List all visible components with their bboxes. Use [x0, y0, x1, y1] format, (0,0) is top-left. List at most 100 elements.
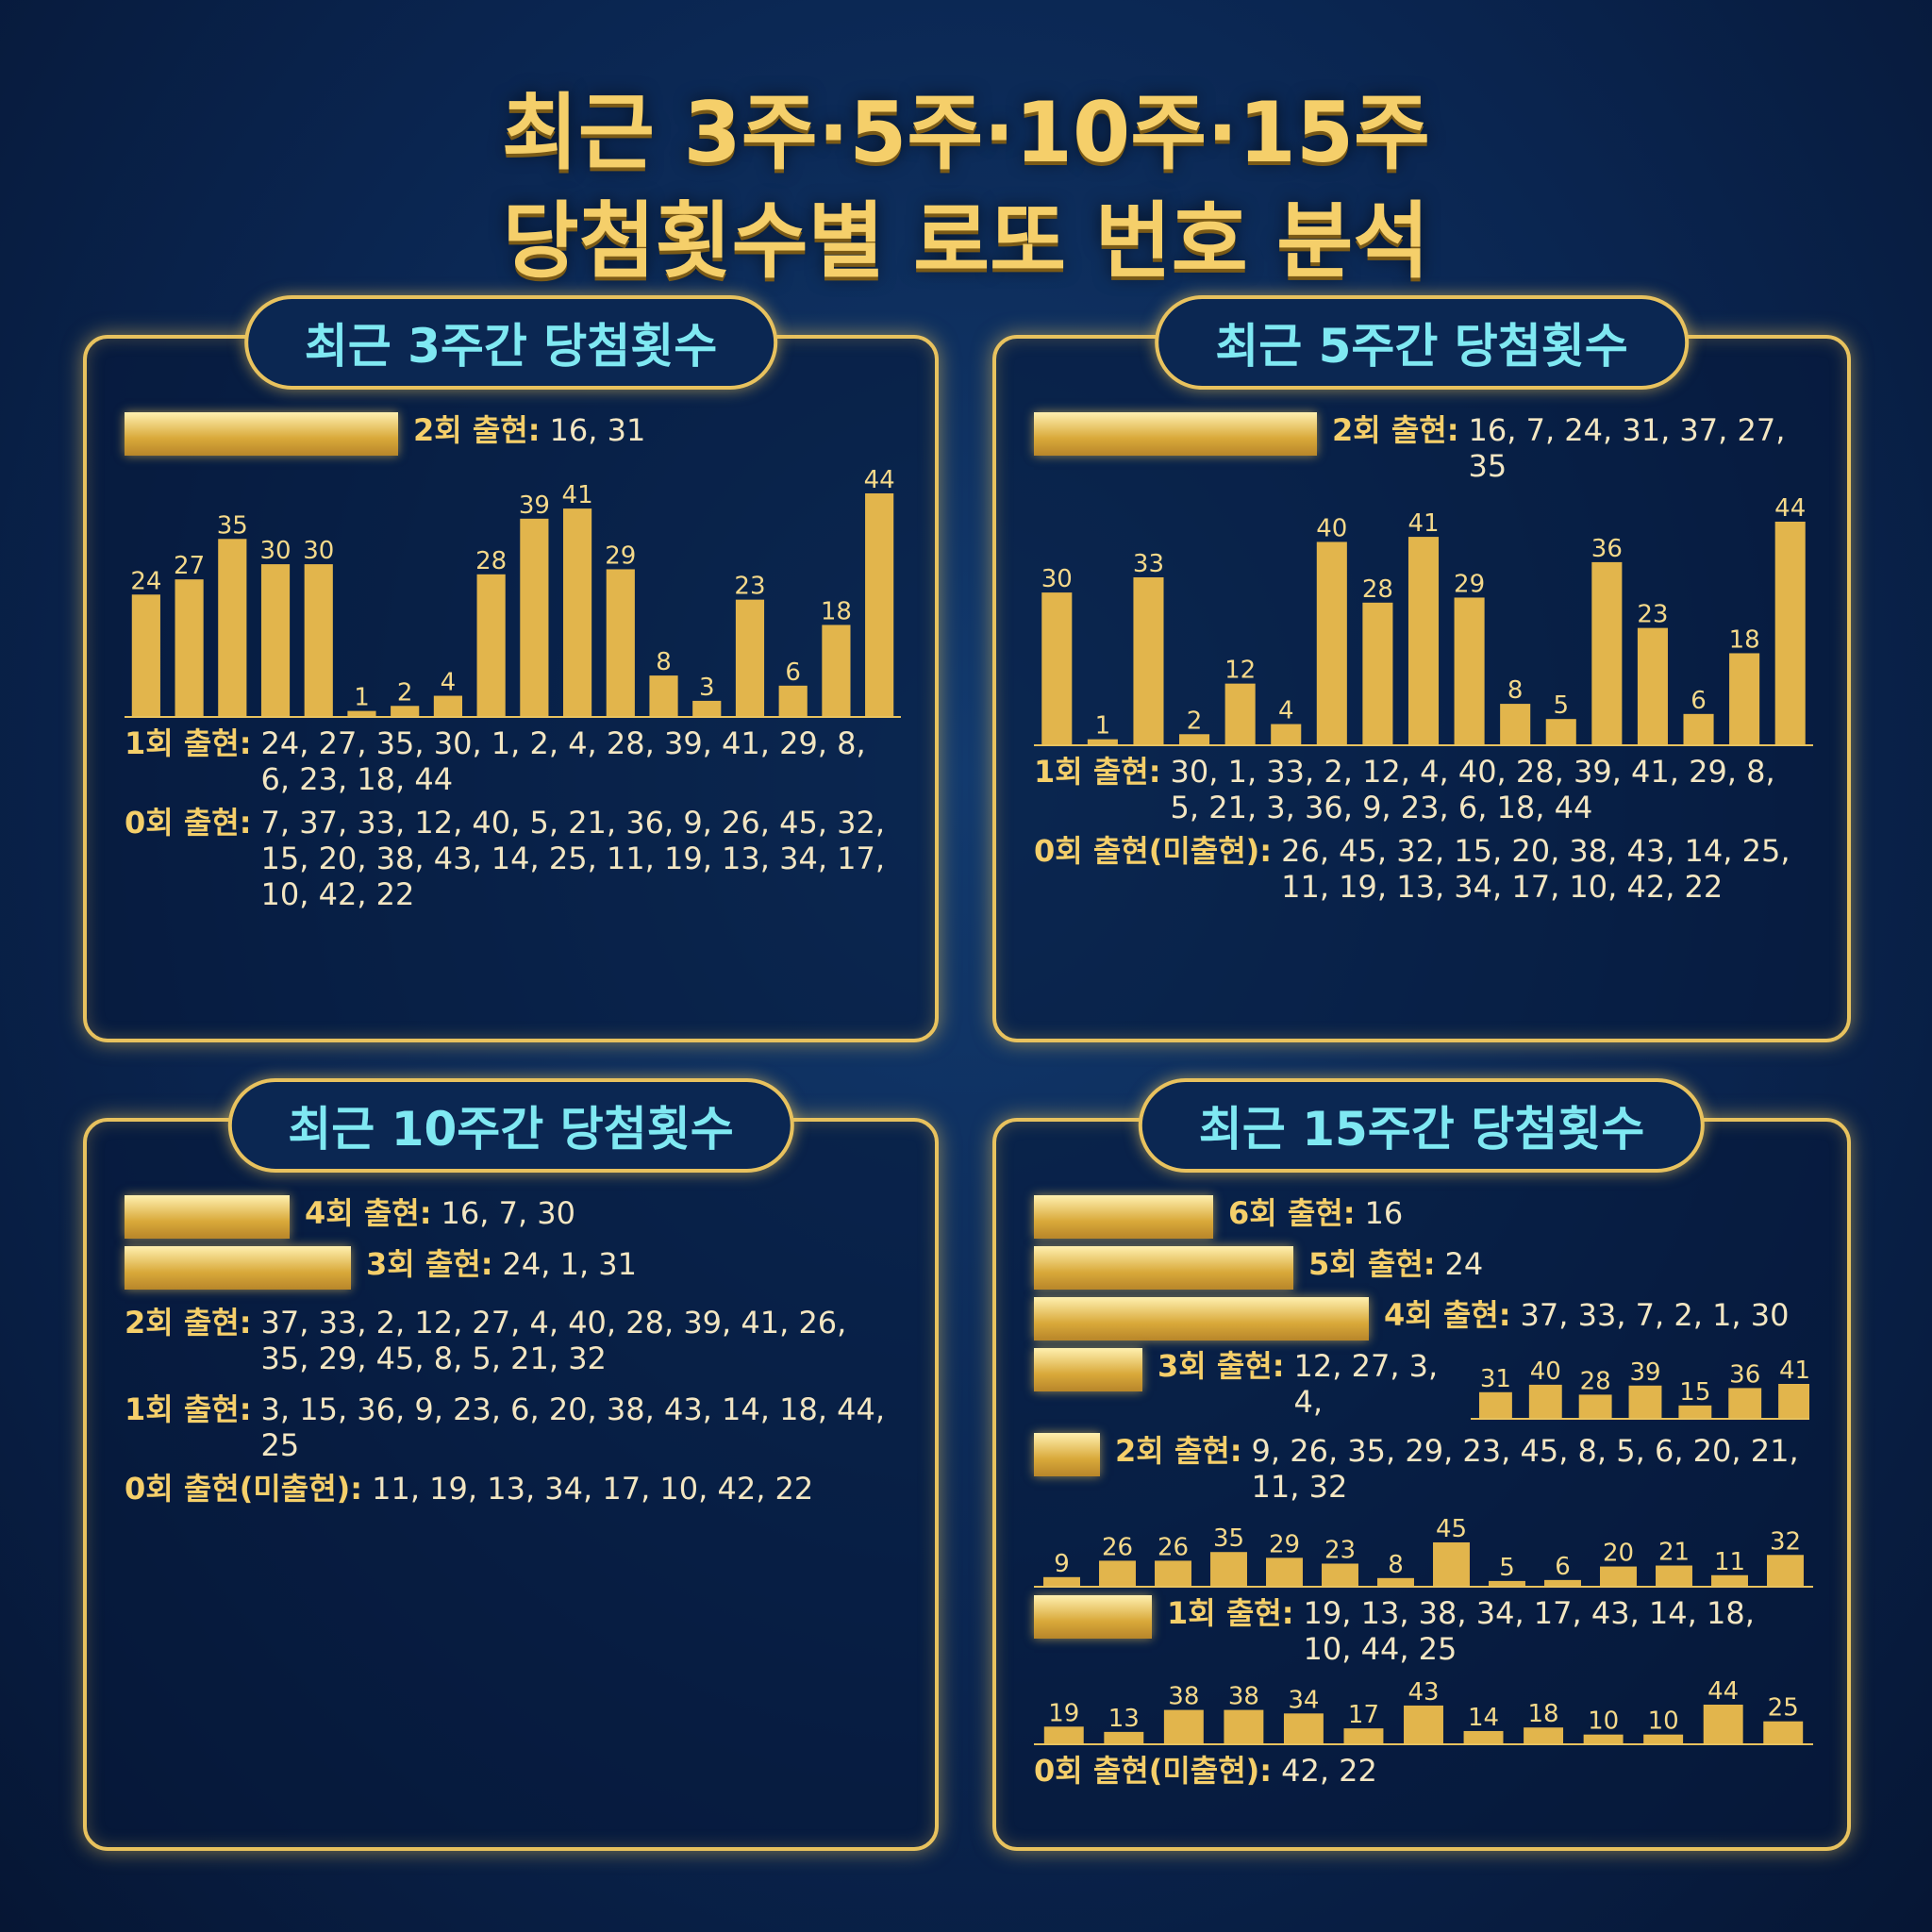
- bar-label: 40: [1530, 1357, 1561, 1386]
- count-label: 1회 출현:: [1167, 1595, 1294, 1631]
- bar-label: 26: [1102, 1533, 1133, 1561]
- count-row: 0회 출현(미출현): 26, 45, 32, 15, 20, 38, 43, 1…: [1034, 833, 1809, 905]
- bar: [1763, 1721, 1804, 1743]
- bar: [1683, 713, 1714, 744]
- bar: [735, 599, 765, 716]
- bar: [131, 594, 160, 716]
- bar-label: 34: [1288, 1686, 1319, 1714]
- bar: [175, 579, 204, 716]
- count-row: 1회 출현: 3, 15, 36, 9, 23, 6, 20, 38, 43, 1…: [125, 1391, 897, 1463]
- bar: [1322, 1563, 1358, 1586]
- numbers: 3, 15, 36, 9, 23, 6, 20, 38, 43, 14, 18,…: [260, 1391, 886, 1463]
- bar: [1179, 734, 1210, 744]
- bar-chart: 31 40 28 39 15 36 41: [1471, 1357, 1809, 1420]
- bar: [1500, 704, 1531, 744]
- bar-label: 17: [1348, 1701, 1379, 1729]
- bar: [1628, 1385, 1662, 1418]
- bar: [1728, 1388, 1762, 1418]
- bar-label: 29: [605, 541, 636, 570]
- bar-label: 1: [1095, 712, 1111, 741]
- bar: [1656, 1565, 1692, 1586]
- count-label: 3회 출현:: [1158, 1348, 1285, 1384]
- bar: [822, 625, 851, 716]
- count-label: 0회 출현:: [125, 805, 252, 841]
- bar: [1774, 522, 1806, 744]
- bar: [1489, 1580, 1525, 1586]
- bar-label: 8: [1388, 1551, 1404, 1579]
- bar: [1711, 1574, 1748, 1586]
- count-label: 0회 출현(미출현):: [125, 1471, 363, 1507]
- count-row: 1회 출현: 30, 1, 33, 2, 12, 4, 40, 28, 39, 4…: [1034, 754, 1809, 825]
- gold-bar: [1034, 1297, 1369, 1341]
- gold-bar: [125, 412, 398, 456]
- gold-bar: [1034, 1348, 1142, 1391]
- count-row: 0회 출현(미출현): 11, 19, 13, 34, 17, 10, 42, 2…: [125, 1471, 897, 1507]
- bar: [562, 508, 592, 716]
- count-row: 3회 출현: 24, 1, 31: [125, 1246, 897, 1290]
- bar: [1041, 592, 1073, 744]
- bar-label: 28: [1580, 1367, 1611, 1395]
- bar-label: 4: [441, 669, 457, 697]
- bar: [1454, 597, 1485, 744]
- count-row: 0회 출현(미출현): 42, 22: [1034, 1753, 1809, 1789]
- panel: 최근 5주간 당첨횟수 2회 출현: 16, 7, 24, 31, 37, 27, …: [992, 295, 1851, 1042]
- bar: [1133, 577, 1164, 744]
- bar-label: 2: [1187, 707, 1203, 735]
- bar-label: 19: [1048, 1699, 1079, 1727]
- bar: [1678, 1405, 1712, 1418]
- bar: [1099, 1560, 1136, 1586]
- bar: [1637, 627, 1668, 744]
- panel: 최근 3주간 당첨횟수 2회 출현: 16, 31 24 27 35 30 30 1 2 4 28 39…: [83, 295, 939, 1042]
- bar-label: 31: [1480, 1365, 1511, 1393]
- bar: [1591, 561, 1623, 744]
- count-row: 1회 출현: 19, 13, 38, 34, 17, 43, 14, 18, 10…: [1034, 1595, 1809, 1667]
- bar: [1377, 1577, 1414, 1586]
- gold-bar: [1034, 1433, 1100, 1476]
- bar-label: 2: [397, 678, 413, 707]
- count-row: 1회 출현: 24, 27, 35, 30, 1, 2, 4, 28, 39, 4…: [125, 725, 897, 797]
- bar-label: 36: [1591, 535, 1623, 563]
- count-label: 5회 출현:: [1308, 1246, 1436, 1282]
- bar: [1163, 1709, 1204, 1743]
- count-label: 2회 출현:: [1115, 1433, 1242, 1469]
- bar-label: 20: [1603, 1540, 1634, 1568]
- numbers: 26, 45, 32, 15, 20, 38, 43, 14, 25, 11, …: [1281, 833, 1790, 905]
- count-label: 2회 출현:: [413, 412, 541, 448]
- bar-label: 29: [1454, 570, 1485, 598]
- bar-label: 38: [1228, 1683, 1259, 1711]
- count-row: 2회 출현: 37, 33, 2, 12, 27, 4, 40, 28, 39, …: [125, 1305, 897, 1376]
- bar-label: 28: [1362, 575, 1393, 604]
- bar: [1266, 1557, 1303, 1586]
- gold-bar: [1034, 1195, 1213, 1239]
- bar-label: 23: [1324, 1536, 1356, 1564]
- count-label: 1회 출현:: [125, 725, 252, 761]
- count-label: 3회 출현:: [366, 1246, 493, 1282]
- bar-label: 36: [1729, 1360, 1760, 1389]
- numbers: 37, 33, 2, 12, 27, 4, 40, 28, 39, 41, 26…: [260, 1305, 847, 1376]
- bar-label: 41: [1407, 509, 1439, 538]
- gold-bar: [125, 1195, 290, 1239]
- bar: [1362, 602, 1393, 744]
- gold-bar: [1034, 1595, 1152, 1639]
- bar: [260, 564, 291, 716]
- count-row: 4회 출현: 37, 33, 7, 2, 1, 30: [1034, 1297, 1809, 1341]
- bar-label: 27: [174, 552, 205, 580]
- numbers: 11, 19, 13, 34, 17, 10, 42, 22: [372, 1471, 814, 1507]
- numbers: 30, 1, 33, 2, 12, 4, 40, 28, 39, 41, 29,…: [1170, 754, 1775, 825]
- bar: [1778, 1384, 1809, 1418]
- title-line1: 최근 3주·5주·10주·15주: [501, 84, 1431, 181]
- bar: [476, 574, 506, 716]
- bar: [1043, 1726, 1084, 1743]
- numbers: 24: [1444, 1246, 1484, 1282]
- bar-label: 41: [1779, 1357, 1809, 1385]
- bar-label: 30: [303, 537, 334, 565]
- bar-label: 6: [1555, 1553, 1571, 1581]
- bar-label: 33: [1133, 550, 1164, 578]
- bar: [1043, 1576, 1080, 1586]
- bar-label: 6: [1690, 687, 1707, 715]
- bar: [304, 564, 333, 716]
- bar: [1600, 1566, 1637, 1586]
- count-row: 2회 출현: 16, 31: [125, 412, 897, 456]
- bar-label: 15: [1679, 1378, 1710, 1407]
